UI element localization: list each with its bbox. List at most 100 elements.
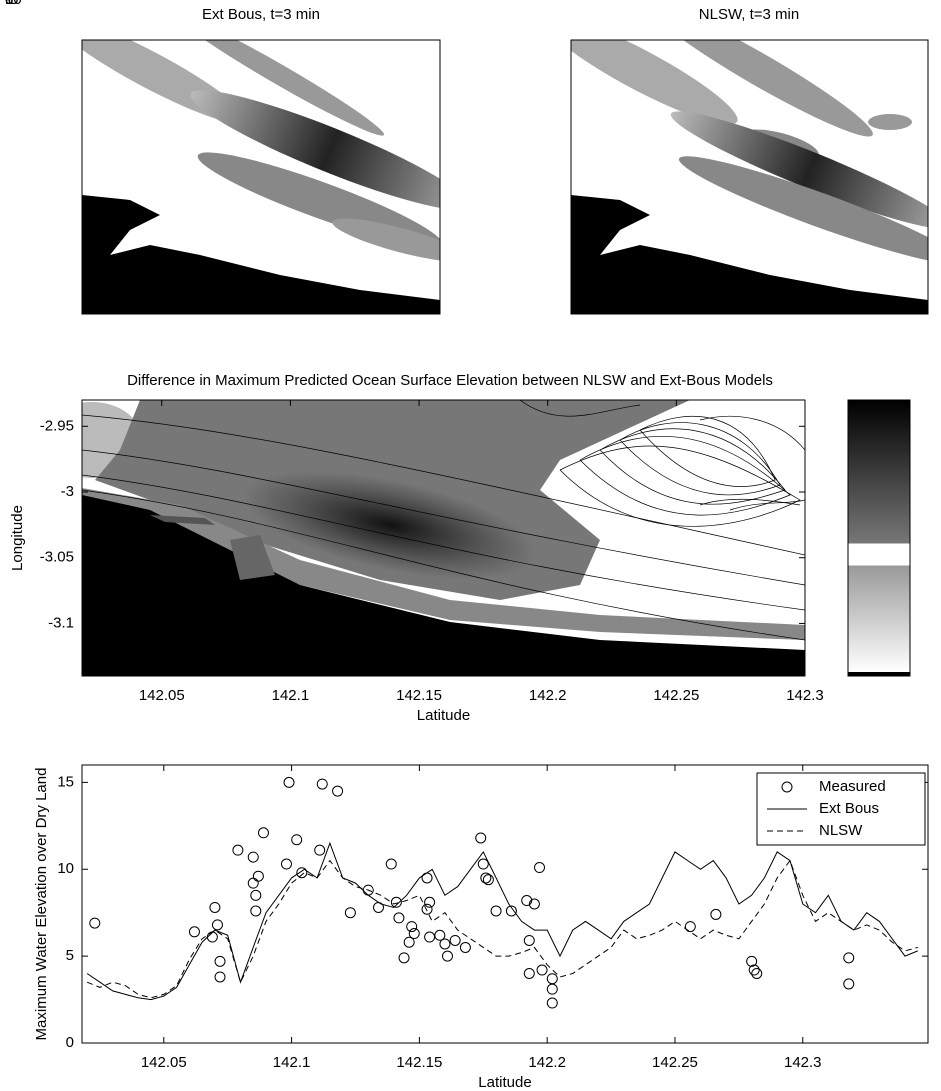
x-tick-label: 142.3 [786, 687, 824, 704]
y-tick-label: -3.05 [40, 549, 74, 566]
x-tick-label: 142.05 [141, 1054, 187, 1071]
x-tick-label: 142.3 [784, 1054, 822, 1071]
x-tick-label: 142.1 [273, 1054, 311, 1071]
y-tick-label: 15 [57, 773, 74, 790]
y-tick-label: 0 [66, 1034, 74, 1051]
measured-point [232, 844, 244, 856]
measured-point [523, 934, 535, 946]
measured-point [398, 952, 410, 964]
measured-point [250, 889, 262, 901]
measured-point [546, 973, 558, 985]
measured-point [403, 936, 415, 948]
x-tick-label: 142.2 [529, 687, 567, 704]
x-tick-label: 142.25 [653, 687, 699, 704]
measured-point [751, 968, 763, 979]
y-tick-label: 5 [66, 947, 74, 964]
series-line [86, 841, 918, 1001]
chart-title: Difference in Maximum Predicted Ocean Su… [127, 372, 773, 389]
plot-frame [81, 764, 929, 1044]
measured-point [521, 895, 533, 907]
measured-point [546, 997, 558, 1009]
measured-point [746, 955, 758, 967]
legend-label: NLSW [819, 822, 863, 839]
measured-point [283, 776, 295, 788]
measured-point [314, 844, 326, 856]
legend-label: Ext Bous [819, 800, 879, 817]
measured-point [748, 964, 760, 976]
panel-title: NLSW, t=3 min [699, 6, 799, 23]
measured-point [211, 919, 223, 931]
measured-point [475, 832, 487, 844]
measured-point [247, 851, 259, 863]
y-tick-label: -2.95 [40, 417, 74, 434]
legend-label: Measured [819, 778, 886, 795]
measured-point [477, 858, 489, 870]
legend-marker [781, 781, 793, 793]
measured-point [523, 968, 535, 979]
measured-point [316, 778, 328, 790]
measured-point [424, 896, 436, 908]
x-axis-label: Latitude [478, 1074, 531, 1091]
x-axis-label: Latitude [417, 707, 470, 724]
measured-point [209, 901, 221, 913]
measured-point [490, 905, 502, 917]
measured-point [505, 905, 517, 917]
measured-point [434, 929, 446, 941]
measured-point [280, 858, 292, 870]
measured-point [247, 877, 259, 889]
x-tick-label: 142.1 [272, 687, 310, 704]
map-image [82, 400, 805, 676]
x-tick-label: 142.2 [528, 1054, 566, 1071]
measured-point [393, 912, 405, 924]
measured-point [534, 862, 546, 874]
x-tick-label: 142.05 [139, 687, 185, 704]
measured-point [206, 931, 218, 943]
measured-point [390, 896, 402, 908]
measured-point [684, 921, 696, 933]
field-image [82, 40, 440, 314]
measured-point [421, 903, 433, 915]
measured-point [214, 971, 226, 983]
colorbar-tick-label: 10 [5, 0, 22, 8]
measured-point [459, 941, 471, 953]
measured-point [188, 926, 200, 938]
measured-point [528, 898, 540, 910]
measured-point [385, 858, 397, 870]
measured-point [482, 874, 494, 886]
measured-point [332, 785, 344, 797]
x-tick-label: 142.25 [652, 1054, 698, 1071]
y-tick-label: -3.1 [48, 614, 74, 631]
measured-point [291, 834, 303, 846]
measured-point [296, 867, 308, 879]
measured-point [421, 872, 433, 884]
panel-frame [570, 39, 929, 315]
y-tick-label: 10 [57, 860, 74, 877]
panel-title: Ext Bous, t=3 min [202, 6, 320, 23]
y-tick-label: -3 [61, 483, 74, 500]
field-image [571, 40, 928, 314]
colorbar-tick-label: 0 [5, 0, 13, 8]
colorbar-tick-label: 5 [5, 0, 13, 8]
panel-frame [81, 39, 441, 315]
measured-point [439, 938, 451, 950]
measured-point [843, 978, 855, 990]
measured-point [536, 964, 548, 976]
measured-point [89, 917, 101, 929]
measured-point [843, 952, 855, 964]
measured-point [441, 950, 453, 962]
x-tick-label: 142.15 [396, 1054, 442, 1071]
colorbar [847, 399, 911, 677]
x-tick-label: 142.15 [396, 687, 442, 704]
measured-point [546, 983, 558, 995]
measured-point [406, 921, 418, 933]
measured-point [257, 827, 269, 839]
y-axis-label: Maximum Water Elevation over Dry Land [33, 768, 50, 1041]
measured-point [710, 908, 722, 920]
measured-point [408, 928, 420, 940]
measured-point [424, 931, 436, 943]
measured-point [250, 905, 262, 917]
measured-point [480, 872, 492, 884]
measured-point [449, 934, 461, 946]
measured-point [344, 907, 356, 919]
